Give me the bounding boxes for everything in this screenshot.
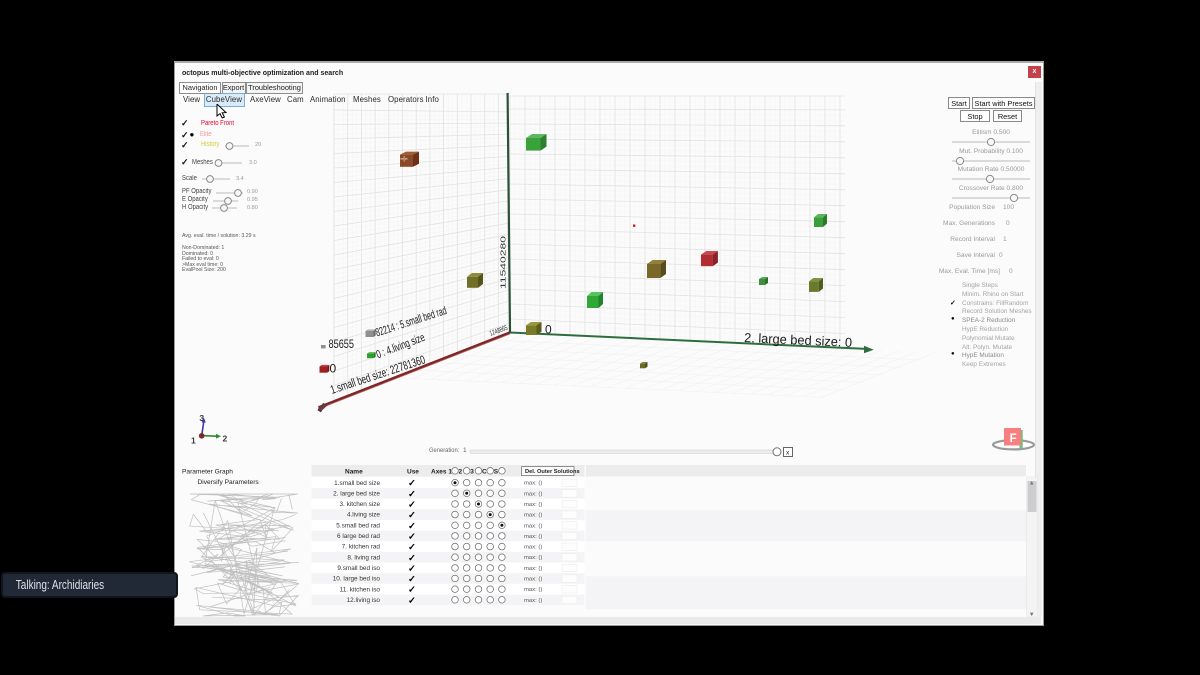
svg-text:max: (): max: () [524, 481, 542, 487]
svg-text:✓: ✓ [408, 553, 416, 564]
svg-text:max: (): max: () [524, 513, 542, 519]
svg-text:3: 3 [199, 413, 204, 423]
svg-text:11540280: 11540280 [499, 236, 508, 289]
svg-text:Diversify Parameters: Diversify Parameters [198, 479, 260, 486]
svg-text:max: (): max: () [524, 598, 542, 604]
svg-text:▲: ▲ [1029, 481, 1035, 487]
svg-text:✓: ✓ [408, 521, 416, 532]
svg-text:✓: ✓ [408, 595, 416, 606]
svg-text:8. living rad: 8. living rad [347, 554, 380, 561]
svg-text:max: (): max: () [524, 534, 542, 540]
svg-text:✓: ✓ [408, 478, 416, 489]
svg-text:Del. Outer Solutions: Del. Outer Solutions [525, 469, 580, 475]
svg-text:10. large bed iso: 10. large bed iso [333, 576, 381, 583]
svg-text:0: 0 [545, 323, 552, 337]
svg-text:Axes 1: Axes 1 [431, 468, 452, 475]
svg-text:Parameter Graph: Parameter Graph [182, 469, 233, 476]
svg-text:▼: ▼ [1029, 612, 1035, 618]
svg-text:✓: ✓ [408, 531, 416, 542]
svg-text:Name: Name [345, 468, 363, 475]
svg-text:Use: Use [407, 468, 419, 475]
svg-text:1.small bed size: 1.small bed size [334, 480, 380, 487]
svg-text:2. large bed size: 2. large bed size [333, 490, 380, 497]
svg-text:5.small bed rad: 5.small bed rad [336, 522, 380, 529]
svg-text:2: 2 [459, 468, 463, 475]
svg-text:3. kitchen size: 3. kitchen size [340, 501, 381, 508]
svg-text:1: 1 [191, 436, 196, 446]
svg-text:3: 3 [470, 468, 474, 475]
svg-text:9.small bed iso: 9.small bed iso [337, 565, 380, 572]
svg-text:✓: ✓ [408, 500, 416, 511]
svg-text:max: (): max: () [524, 587, 542, 593]
svg-text:✓: ✓ [408, 542, 416, 553]
svg-text:✓: ✓ [408, 585, 416, 596]
svg-text:C: C [482, 468, 487, 475]
svg-text:11. kitchen iso: 11. kitchen iso [340, 586, 381, 593]
svg-text:S: S [494, 468, 499, 475]
svg-text:4.living size: 4.living size [347, 512, 380, 519]
svg-text:6 large bed rad: 6 large bed rad [337, 533, 380, 540]
svg-text:2: 2 [223, 434, 228, 444]
svg-text:max: (): max: () [524, 491, 542, 497]
svg-text:max: (): max: () [524, 566, 542, 572]
svg-text:12.living iso: 12.living iso [347, 597, 381, 604]
svg-text:✓: ✓ [408, 563, 416, 574]
svg-text:max: (): max: () [524, 555, 542, 561]
svg-text:0: 0 [330, 362, 337, 376]
svg-text:✓: ✓ [408, 510, 416, 521]
svg-text:2. large bed size: 0: 2. large bed size: 0 [744, 330, 853, 350]
svg-text:max: (): max: () [524, 577, 542, 583]
svg-text:7. kitchen rad: 7. kitchen rad [342, 544, 381, 551]
svg-text:✓: ✓ [408, 489, 416, 500]
svg-text:✓: ✓ [408, 574, 416, 585]
svg-text:max: (): max: () [524, 523, 542, 529]
svg-text:max: (): max: () [524, 545, 542, 551]
svg-text:x: x [786, 450, 790, 457]
svg-text:85655: 85655 [329, 337, 355, 351]
svg-text:F: F [1010, 433, 1017, 445]
svg-text:max: (): max: () [524, 502, 542, 508]
